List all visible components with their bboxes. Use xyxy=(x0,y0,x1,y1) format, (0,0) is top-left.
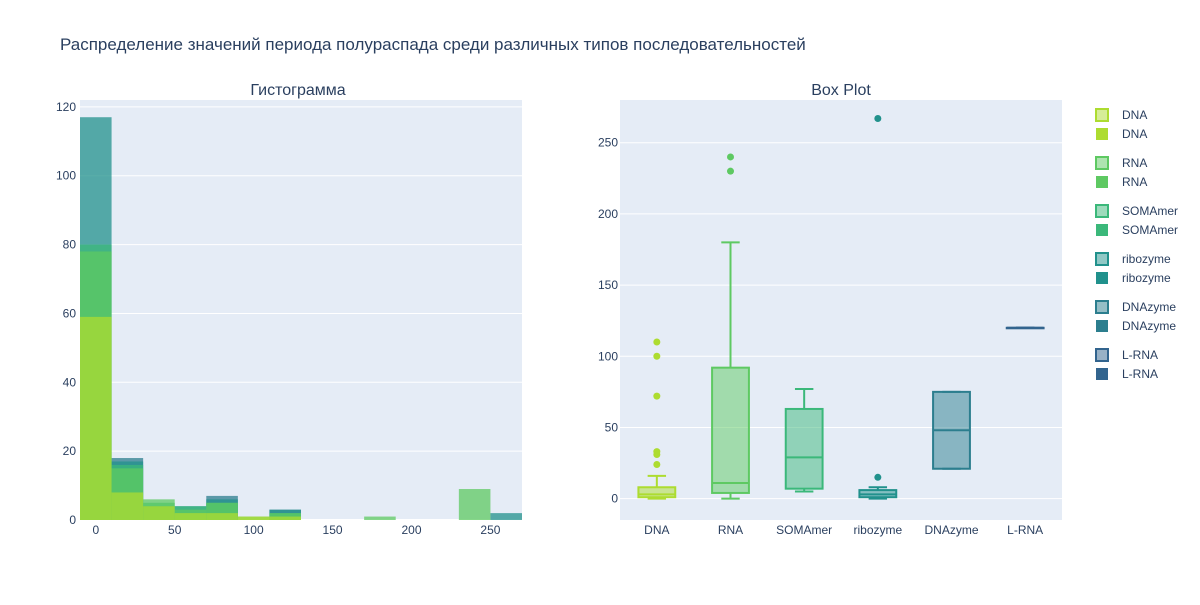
legend-swatch-hist xyxy=(1096,368,1108,380)
boxplot-marks xyxy=(637,115,1045,500)
legend-label: L-RNA xyxy=(1122,348,1158,362)
legend-swatch-box xyxy=(1095,300,1109,314)
legend-swatch-box xyxy=(1095,204,1109,218)
box-iqr xyxy=(637,486,677,499)
histogram-y-tick: 80 xyxy=(63,238,77,252)
legend-label: SOMAmer xyxy=(1122,223,1178,237)
histogram-y-tick: 40 xyxy=(63,375,77,389)
boxplot-x-tick: RNA xyxy=(718,523,743,537)
box-dnazyme xyxy=(932,390,971,470)
legend-group-dna[interactable]: DNA DNA xyxy=(1095,108,1147,141)
histogram-subtitle: Гистограмма xyxy=(250,82,345,99)
box-outlier-point xyxy=(874,115,882,123)
legend-swatch-box xyxy=(1095,156,1109,170)
legend-swatch-hist xyxy=(1096,128,1108,140)
boxplot-y-tick: 200 xyxy=(598,207,618,221)
box-rna xyxy=(711,153,750,500)
histogram-bar-dna xyxy=(269,516,301,520)
legend-label: DNA xyxy=(1122,108,1147,122)
legend-label: L-RNA xyxy=(1122,367,1158,381)
box-iqr xyxy=(711,366,750,494)
histogram-bar-dna xyxy=(237,516,270,520)
box-outlier-point xyxy=(653,460,661,468)
histogram-bar-dna xyxy=(80,316,112,520)
legend-group-dnazyme[interactable]: DNAzyme DNAzyme xyxy=(1095,300,1176,333)
box-outlier-point xyxy=(653,338,661,346)
histogram-bar-rna xyxy=(364,516,396,520)
histogram-x-tick: 150 xyxy=(323,523,343,537)
histogram-x-tick: 100 xyxy=(244,523,264,537)
box-l-rna xyxy=(1005,326,1045,330)
legend-label: ribozyme xyxy=(1122,252,1171,266)
legend-label: RNA xyxy=(1122,156,1147,170)
boxplot-y-tick: 100 xyxy=(598,349,618,363)
box-somamer xyxy=(784,388,824,493)
histogram-bar-ribozyme xyxy=(490,513,522,520)
legend-group-somamer[interactable]: SOMAmer SOMAmer xyxy=(1095,204,1178,237)
chart-title: Распределение значений периода полураспа… xyxy=(60,35,806,54)
box-outlier-point xyxy=(653,448,661,456)
histogram-y-tick: 120 xyxy=(56,100,76,114)
legend-swatch-hist xyxy=(1096,224,1108,236)
box-outlier-point xyxy=(653,352,661,360)
legend-label: SOMAmer xyxy=(1122,204,1178,218)
legend-label: DNA xyxy=(1122,127,1147,141)
boxplot-tick-labels: 0 50 100 150 200 250 DNA RNA SOMAmer ribozyme DNAz… xyxy=(598,136,1043,537)
boxplot-x-tick: L-RNA xyxy=(1007,523,1043,537)
histogram-x-tick: 0 xyxy=(92,523,99,537)
histogram-tick-labels: 0 20 40 60 80 100 120 0 50 100 150 200 250 xyxy=(56,100,501,537)
boxplot-subtitle: Box Plot xyxy=(811,82,871,99)
histogram-y-tick: 60 xyxy=(63,306,77,320)
legend-swatch-hist xyxy=(1096,272,1108,284)
boxplot-y-tick: 250 xyxy=(598,136,618,150)
histogram-plot-area xyxy=(80,100,522,520)
histogram-bar-dna xyxy=(174,513,207,520)
boxplot-y-tick: 150 xyxy=(598,278,618,292)
legend-group-rna[interactable]: RNA RNA xyxy=(1095,156,1147,189)
boxplot-x-tick: DNA xyxy=(644,523,669,537)
legend-swatch-box xyxy=(1095,252,1109,266)
histogram-bar-dna xyxy=(143,506,175,520)
boxplot-x-tick: DNAzyme xyxy=(924,523,978,537)
histogram-bars xyxy=(80,117,522,521)
histogram-bar-dna xyxy=(206,513,238,520)
legend-swatch-hist xyxy=(1096,320,1108,332)
histogram-y-tick: 100 xyxy=(56,169,76,183)
box-iqr xyxy=(784,407,824,490)
box-outlier-point xyxy=(727,153,734,161)
box-outlier-point xyxy=(727,167,734,175)
legend-swatch-box xyxy=(1095,108,1109,122)
histogram-y-tick: 20 xyxy=(63,444,77,458)
legend-label: RNA xyxy=(1122,175,1147,189)
histogram-x-tick: 50 xyxy=(168,523,182,537)
box-dna xyxy=(637,338,677,500)
legend-label: DNAzyme xyxy=(1122,300,1176,314)
boxplot-y-tick: 50 xyxy=(605,420,619,434)
legend[interactable]: DNADNARNARNASOMAmerSOMAmerribozymeribozy… xyxy=(1095,108,1178,381)
boxplot-plot-area xyxy=(620,100,1062,520)
boxplot-gridlines xyxy=(620,142,1062,500)
histogram-bar-rna xyxy=(458,489,491,520)
box-ribozyme xyxy=(858,115,898,500)
boxplot-x-tick: ribozyme xyxy=(853,523,902,537)
box-outlier-point xyxy=(874,473,882,481)
legend-group-l-rna[interactable]: L-RNA L-RNA xyxy=(1095,348,1158,381)
histogram-x-tick: 200 xyxy=(401,523,421,537)
boxplot-y-tick: 0 xyxy=(611,492,618,506)
histogram-y-tick: 0 xyxy=(69,513,76,527)
legend-label: DNAzyme xyxy=(1122,319,1176,333)
boxplot-x-tick: SOMAmer xyxy=(776,523,832,537)
legend-swatch-box xyxy=(1095,348,1109,362)
box-outlier-point xyxy=(653,392,661,400)
histogram-x-tick: 250 xyxy=(480,523,500,537)
histogram-bar-dna xyxy=(111,492,144,520)
legend-label: ribozyme xyxy=(1122,271,1171,285)
legend-swatch-hist xyxy=(1096,176,1108,188)
legend-group-ribozyme[interactable]: ribozyme ribozyme xyxy=(1095,252,1171,285)
